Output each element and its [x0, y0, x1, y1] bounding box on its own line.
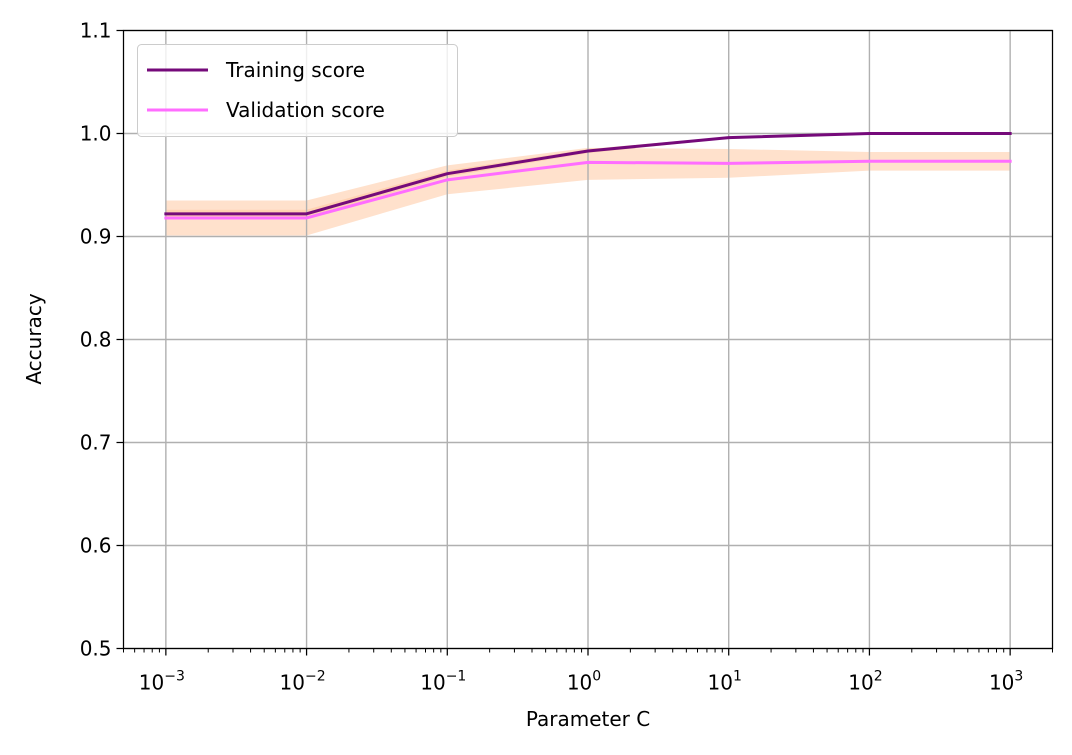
validation-score-line: [164, 159, 1012, 220]
y-tick-label: 0.6: [80, 534, 112, 558]
y-tick-label: 1.1: [80, 19, 112, 43]
legend-box: [137, 44, 458, 137]
training-score-line: [164, 132, 1012, 216]
series-lines: [164, 132, 1012, 220]
x-tick-label: 10−1: [420, 669, 466, 695]
y-axis-label: Accuracy: [22, 293, 46, 384]
legend-label-validation: Validation score: [226, 98, 385, 122]
confidence-bands: [165, 133, 1011, 236]
x-tick-label: 102: [848, 669, 882, 695]
x-axis-label: Parameter C: [526, 707, 650, 731]
y-tick-label: 0.7: [80, 431, 112, 455]
axis-ticks: [116, 29, 1053, 656]
x-tick-label: 10−3: [139, 669, 185, 695]
legend-label-training: Training score: [225, 58, 365, 82]
x-tick-label: 103: [989, 669, 1023, 695]
x-tick-label: 101: [708, 669, 742, 695]
band-series-1: [165, 147, 1011, 236]
y-tick-label: 1.0: [80, 122, 112, 146]
x-tick-label: 100: [567, 669, 601, 695]
y-tick-label: 0.5: [80, 637, 112, 661]
tick-labels: 10−3 10−2 10−1 100 101 102 103 0.5 0.6 0.7 0.8 0.9 1…: [80, 19, 1024, 695]
y-tick-label: 0.8: [80, 328, 112, 352]
x-tick-label: 10−2: [280, 669, 326, 695]
y-tick-label: 0.9: [80, 225, 112, 249]
legend: Training score Validation score: [137, 44, 458, 137]
